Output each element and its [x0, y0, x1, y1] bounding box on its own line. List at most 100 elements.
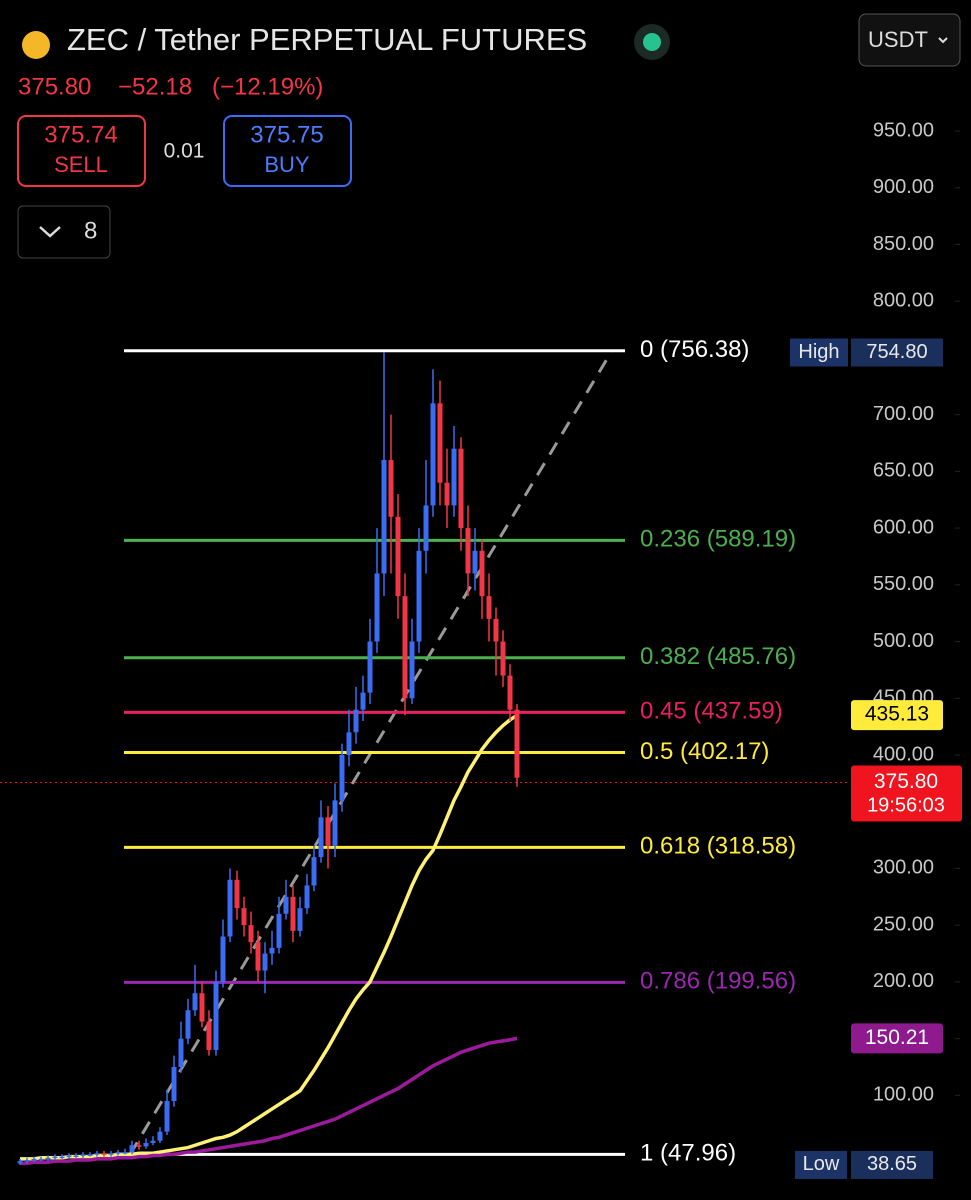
candle-body	[311, 857, 317, 886]
candle-body	[94, 1153, 100, 1155]
candle-body	[129, 1145, 135, 1153]
header: ZEC / Tether PERPETUAL FUTURES USDT 375.…	[17, 13, 961, 259]
low-badge-value: 38.65	[867, 1153, 917, 1175]
candle-body	[38, 1158, 44, 1161]
candle-body	[241, 908, 247, 926]
fib-label: 0.45 (437.59)	[640, 698, 783, 725]
chevron	[938, 37, 948, 44]
candle-body	[108, 1153, 114, 1155]
candle-body	[500, 641, 506, 676]
candle-body	[388, 460, 394, 517]
y-tick-label: 500.00	[873, 630, 934, 652]
candle-body	[269, 947, 275, 954]
price-change: −52.18	[118, 73, 192, 100]
moving-average	[20, 713, 518, 1161]
fib-label: 0.236 (589.19)	[640, 526, 796, 553]
chevron	[39, 226, 61, 238]
y-tick-label: 950.00	[873, 119, 934, 141]
candle-body	[374, 573, 380, 642]
y-tick-label: 700.00	[873, 403, 934, 425]
candle-body	[465, 528, 471, 574]
spread: 0.01	[164, 140, 205, 163]
indicators-count[interactable]: 8	[84, 217, 97, 244]
fib-label: 0.5 (402.17)	[640, 738, 769, 765]
candle-body	[430, 403, 436, 506]
fib-label: 0.786 (199.56)	[640, 968, 796, 995]
fib-label: 0 (756.38)	[640, 336, 749, 363]
current-price-value: 375.80	[874, 770, 938, 793]
candle-body	[262, 953, 268, 971]
candle-body	[416, 550, 422, 642]
candle-body	[360, 692, 366, 710]
sell-label[interactable]: SELL	[54, 152, 108, 177]
candle-body	[73, 1155, 79, 1157]
candle-body	[115, 1152, 121, 1154]
candle-body	[178, 1038, 184, 1067]
candle-body	[346, 732, 352, 756]
candle-body	[87, 1154, 93, 1156]
currency-label[interactable]: USDT	[868, 27, 928, 52]
candle-body	[122, 1152, 128, 1154]
candle-body	[185, 1010, 191, 1039]
high-badge-value-bg	[851, 338, 943, 367]
candle-body	[339, 755, 345, 801]
candle-body	[479, 550, 485, 597]
candle-body	[444, 482, 450, 506]
ma-badge-value: 435.13	[865, 703, 929, 726]
candle-body	[290, 896, 296, 931]
candle-body	[255, 942, 261, 971]
candle-body	[164, 1101, 170, 1132]
y-tick-label: 600.00	[873, 516, 934, 538]
indicators-toggle[interactable]	[17, 205, 111, 259]
candle-body	[101, 1153, 107, 1155]
last-price: 375.80	[18, 73, 91, 100]
candle-body	[402, 596, 408, 699]
candle-body	[423, 505, 429, 551]
candle-body	[367, 641, 373, 693]
y-tick-label: 250.00	[873, 913, 934, 935]
y-tick-label: 200.00	[873, 970, 934, 992]
ma-badge-value: 150.21	[865, 1026, 929, 1049]
y-tick-label: 100.00	[873, 1084, 934, 1106]
candle-body	[157, 1131, 163, 1141]
candle-body	[31, 1158, 37, 1161]
y-tick-label: 400.00	[873, 743, 934, 765]
buy-button[interactable]	[223, 115, 352, 187]
candle-body	[395, 516, 401, 597]
candle-body	[472, 550, 478, 574]
y-tick-label: 550.00	[873, 573, 934, 595]
low-badge-bg	[795, 1150, 847, 1179]
currency-select[interactable]	[858, 13, 961, 67]
ma-badge-bg	[851, 1023, 943, 1054]
candle-body	[409, 641, 415, 699]
countdown: 19:56:03	[867, 795, 945, 817]
buy-price[interactable]: 375.75	[250, 121, 323, 148]
fib-label: 1 (47.96)	[640, 1140, 736, 1167]
candle-body	[332, 800, 338, 846]
candle-body	[206, 1021, 212, 1050]
candle-body	[199, 993, 205, 1022]
candle-body	[486, 596, 492, 619]
candle-body	[66, 1155, 72, 1157]
sell-button[interactable]	[17, 115, 146, 187]
fib-label: 0.382 (485.76)	[640, 643, 796, 670]
candle-body	[381, 460, 387, 574]
candle-body	[276, 913, 282, 948]
y-tick-label: 900.00	[873, 176, 934, 198]
low-badge-value-bg	[851, 1150, 933, 1179]
candle-body	[17, 1161, 23, 1164]
candle-body	[136, 1145, 142, 1147]
y-tick-label: 300.00	[873, 857, 934, 879]
candle-body	[507, 675, 513, 710]
candle-body	[52, 1156, 58, 1159]
candle-body	[458, 448, 464, 529]
high-badge-label: High	[798, 341, 839, 363]
candle-body	[493, 618, 499, 642]
sell-price[interactable]: 375.74	[44, 121, 117, 148]
moving-average	[20, 1036, 518, 1166]
candle-body	[248, 925, 254, 943]
buy-label[interactable]: BUY	[264, 152, 310, 177]
candle-body	[24, 1160, 30, 1162]
ma-badge-bg	[851, 700, 943, 731]
